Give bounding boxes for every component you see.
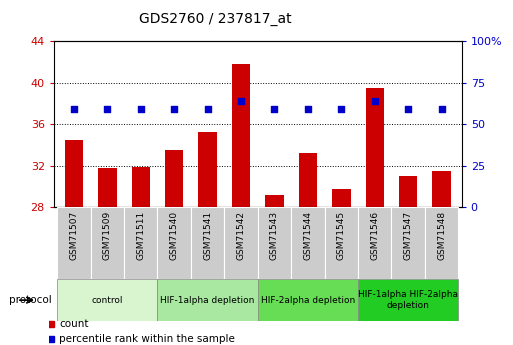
Text: control: control xyxy=(92,296,123,305)
Text: GSM71541: GSM71541 xyxy=(203,210,212,260)
Point xyxy=(304,106,312,111)
Point xyxy=(170,106,179,111)
Text: GSM71540: GSM71540 xyxy=(170,210,179,260)
Text: protocol: protocol xyxy=(9,295,51,305)
Bar xyxy=(358,279,458,321)
Bar xyxy=(366,88,384,207)
Bar xyxy=(124,207,157,279)
Text: GDS2760 / 237817_at: GDS2760 / 237817_at xyxy=(139,12,292,26)
Bar xyxy=(65,140,83,207)
Text: GSM71544: GSM71544 xyxy=(303,210,312,260)
Text: GSM71543: GSM71543 xyxy=(270,210,279,260)
Text: GSM71542: GSM71542 xyxy=(236,210,246,260)
Bar xyxy=(391,207,425,279)
Bar xyxy=(157,279,258,321)
Text: GSM71546: GSM71546 xyxy=(370,210,379,260)
Bar xyxy=(299,153,317,207)
Text: GSM71507: GSM71507 xyxy=(69,210,78,260)
Bar xyxy=(399,176,418,207)
Bar xyxy=(57,207,91,279)
Point xyxy=(103,106,111,111)
Text: percentile rank within the sample: percentile rank within the sample xyxy=(59,335,235,344)
Point xyxy=(337,106,345,111)
Bar xyxy=(332,189,350,207)
Bar xyxy=(157,207,191,279)
Point xyxy=(204,106,212,111)
Bar xyxy=(258,279,358,321)
Text: GSM71548: GSM71548 xyxy=(437,210,446,260)
Bar xyxy=(425,207,458,279)
Point xyxy=(70,106,78,111)
Bar xyxy=(191,207,224,279)
Bar xyxy=(265,195,284,207)
Bar xyxy=(57,279,157,321)
Text: HIF-1alpha depletion: HIF-1alpha depletion xyxy=(161,296,255,305)
Point xyxy=(371,99,379,104)
Bar xyxy=(199,132,217,207)
Bar xyxy=(232,64,250,207)
Bar xyxy=(325,207,358,279)
Bar xyxy=(98,168,116,207)
Text: GSM71509: GSM71509 xyxy=(103,210,112,260)
Bar xyxy=(165,150,184,207)
Bar xyxy=(291,207,325,279)
Bar xyxy=(91,207,124,279)
Bar xyxy=(258,207,291,279)
Point xyxy=(237,99,245,104)
Bar xyxy=(224,207,258,279)
Point xyxy=(270,106,279,111)
Bar xyxy=(432,171,451,207)
Point xyxy=(438,106,446,111)
Text: HIF-1alpha HIF-2alpha
depletion: HIF-1alpha HIF-2alpha depletion xyxy=(358,290,458,310)
Text: GSM71511: GSM71511 xyxy=(136,210,145,260)
Text: HIF-2alpha depletion: HIF-2alpha depletion xyxy=(261,296,355,305)
Bar xyxy=(132,167,150,207)
Bar xyxy=(358,207,391,279)
Text: GSM71547: GSM71547 xyxy=(404,210,413,260)
Point xyxy=(404,106,412,111)
Text: GSM71545: GSM71545 xyxy=(337,210,346,260)
Point xyxy=(136,106,145,111)
Text: count: count xyxy=(59,319,88,329)
